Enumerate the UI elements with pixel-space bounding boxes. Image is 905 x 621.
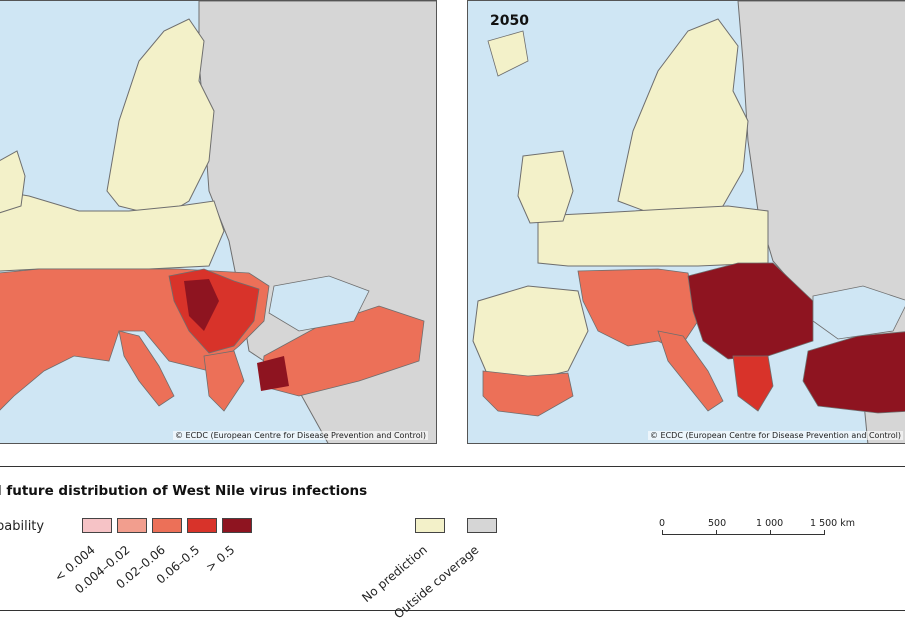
legend-swatch-4: [187, 518, 217, 533]
scalebar-tick: [770, 530, 771, 535]
legend-swatch-1: [82, 518, 112, 533]
scalebar-line: [662, 534, 824, 535]
map-present-canvas: [0, 1, 436, 443]
scalebar-label: 500: [708, 518, 727, 529]
legend-swatch-2: [117, 518, 147, 533]
legend-label-5: > 0.5: [203, 542, 238, 575]
divider-bottom: [0, 610, 905, 611]
legend-swatch-3: [152, 518, 182, 533]
legend-subtitle: bability: [0, 519, 45, 534]
legend-swatch-no-prediction: [415, 518, 445, 533]
scalebar-label: 0: [659, 518, 666, 529]
map-present: © ECDC (European Centre for Disease Prev…: [0, 0, 437, 444]
map-credit: © ECDC (European Centre for Disease Prev…: [172, 431, 428, 440]
scalebar-tick: [662, 530, 663, 535]
map-credit: © ECDC (European Centre for Disease Prev…: [647, 431, 903, 440]
legend-swatch-outside-coverage: [467, 518, 497, 533]
scalebar-label: 1 500 km: [810, 518, 855, 529]
map-year-label: 2050: [490, 13, 529, 29]
scalebar-label: 1 000: [756, 518, 784, 529]
divider-top: [0, 466, 905, 467]
map-2050-canvas: [468, 1, 905, 443]
scalebar-tick: [716, 530, 717, 535]
scalebar-tick: [824, 530, 825, 535]
legend-title: d future distribution of West Nile virus…: [0, 483, 368, 499]
map-2050: 2050 © ECDC (European Centre for Disease…: [467, 0, 905, 444]
legend-swatch-5: [222, 518, 252, 533]
